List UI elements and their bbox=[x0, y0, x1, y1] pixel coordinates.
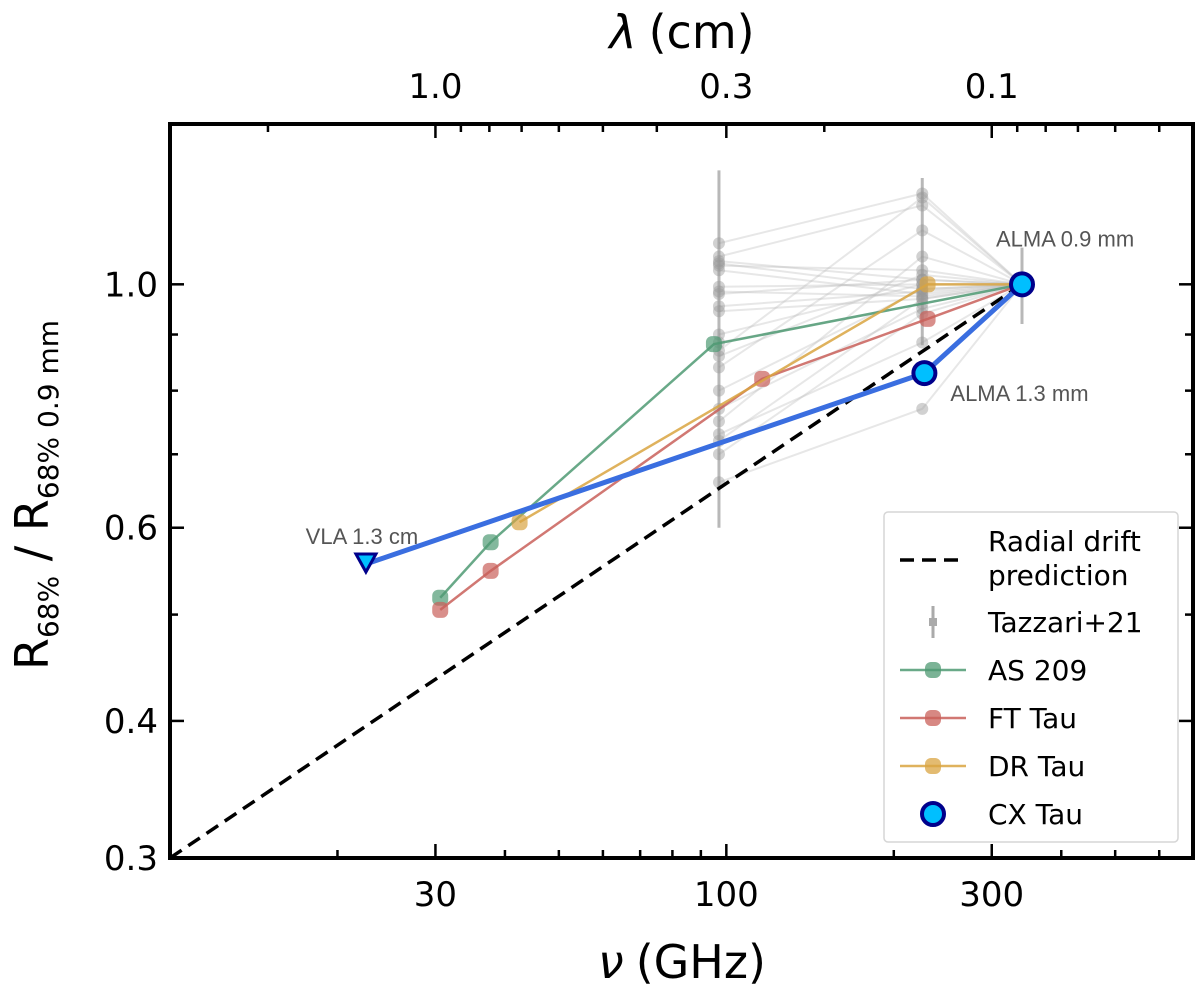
y-tick-label: 0.4 bbox=[104, 702, 158, 742]
tazzari-layer bbox=[712, 170, 1024, 528]
tazzari-point bbox=[916, 290, 929, 303]
x-tick-label: 30 bbox=[414, 875, 457, 915]
y-tick-label: 1.0 bbox=[104, 265, 158, 305]
tazzari-point bbox=[712, 415, 725, 428]
tazzari-point bbox=[712, 255, 725, 268]
tazzari-point bbox=[916, 402, 929, 415]
as-209-marker bbox=[705, 336, 722, 353]
tazzari-point bbox=[916, 336, 929, 349]
y-label-slash: / R bbox=[5, 499, 59, 576]
top-tick-label: 1.0 bbox=[408, 67, 462, 107]
legend-handle-marker bbox=[925, 758, 941, 774]
tazzari-point bbox=[712, 285, 725, 298]
annotation-alma-0-9mm: ALMA 0.9 mm bbox=[996, 226, 1134, 251]
tazzari-point bbox=[712, 428, 725, 441]
tazzari-point bbox=[916, 187, 929, 200]
legend-label: DR Tau bbox=[988, 750, 1085, 783]
tazzari-point bbox=[916, 224, 929, 237]
axes-frame bbox=[168, 122, 1195, 860]
legend-label: Tazzari+21 bbox=[987, 606, 1143, 639]
legend-handle-marker bbox=[925, 710, 941, 726]
tazzari-point bbox=[712, 448, 725, 461]
tazzari-point bbox=[712, 350, 725, 363]
dr-tau-marker bbox=[919, 276, 936, 293]
tazzari-point bbox=[916, 199, 929, 212]
as-209-marker bbox=[432, 589, 449, 606]
tazzari-point bbox=[712, 287, 725, 300]
tazzari-point bbox=[712, 237, 725, 250]
top-axis-unit: (cm) bbox=[649, 5, 755, 59]
ft-tau-marker bbox=[482, 562, 499, 579]
plot-area bbox=[170, 170, 1036, 858]
ft-tau-marker bbox=[432, 601, 449, 618]
x-tick-label: 300 bbox=[959, 875, 1024, 915]
tazzari-point bbox=[712, 250, 725, 263]
y-tick-label: 0.3 bbox=[104, 839, 158, 879]
tazzari-point bbox=[712, 361, 725, 374]
x-tick-label: 100 bbox=[694, 875, 759, 915]
top-tick-label: 0.3 bbox=[699, 67, 753, 107]
radial-drift-line bbox=[170, 282, 1023, 858]
legend-label: FT Tau bbox=[988, 702, 1077, 735]
top-tick-label: 0.1 bbox=[965, 67, 1019, 107]
tazzari-point bbox=[712, 264, 725, 277]
legend-handle-tazzari-marker bbox=[929, 618, 937, 626]
cx-tau-marker bbox=[1009, 271, 1036, 298]
x-axis-title: ν (GHz) bbox=[598, 935, 766, 989]
legend-label: prediction bbox=[988, 559, 1128, 592]
series-layer bbox=[170, 271, 1036, 858]
cx-tau-marker bbox=[911, 360, 938, 387]
y-axis-title-text: R68% / R68% 0.9 mm bbox=[5, 320, 65, 670]
y-axis-title: R68% / R68% 0.9 mm bbox=[5, 320, 65, 670]
ft-tau-marker bbox=[919, 310, 936, 327]
tazzari-point bbox=[916, 292, 929, 305]
legend-frame bbox=[883, 511, 1179, 843]
tazzari-point bbox=[712, 280, 725, 293]
as-209-marker bbox=[482, 534, 499, 551]
tazzari-point bbox=[916, 292, 929, 305]
dr-tau-marker bbox=[511, 514, 528, 531]
tazzari-track bbox=[718, 283, 1023, 484]
tazzari-point bbox=[916, 191, 929, 204]
x-axis-symbol: ν bbox=[598, 935, 624, 989]
x-axis-unit: (GHz) bbox=[636, 935, 766, 989]
tazzari-point bbox=[712, 300, 725, 313]
annotation-vla: VLA 1.3 cm bbox=[306, 524, 419, 549]
cx-tau-upper-limit-marker bbox=[353, 552, 379, 576]
legend-handle-cx-tau bbox=[920, 801, 946, 827]
tazzari-point bbox=[712, 384, 725, 397]
tazzari-point bbox=[712, 257, 725, 270]
tazzari-point bbox=[916, 250, 929, 263]
legend-label: Radial drift bbox=[988, 525, 1141, 558]
legend-handle-marker bbox=[925, 662, 941, 678]
top-axis-title: λ (cm) bbox=[606, 5, 754, 59]
top-axis-symbol: λ bbox=[606, 5, 636, 59]
y-label-sub1: 68% bbox=[32, 576, 65, 638]
tazzari-point bbox=[916, 264, 929, 277]
tazzari-point bbox=[712, 305, 725, 318]
as-209-line bbox=[439, 283, 1023, 599]
legend-label: AS 209 bbox=[988, 654, 1087, 687]
y-tick-label: 0.6 bbox=[104, 509, 158, 549]
tazzari-point bbox=[712, 259, 725, 272]
axes: 30 100 300 1.0 0.3 0.1 0.3 0.4 0.6 1.0 bbox=[104, 67, 1195, 915]
y-label-main: R bbox=[5, 638, 59, 670]
legend-label: CX Tau bbox=[988, 798, 1083, 831]
tazzari-track bbox=[718, 283, 1023, 436]
annotation-alma-1-3mm: ALMA 1.3 mm bbox=[950, 381, 1088, 406]
y-label-sub2: 68% 0.9 mm bbox=[32, 320, 65, 499]
